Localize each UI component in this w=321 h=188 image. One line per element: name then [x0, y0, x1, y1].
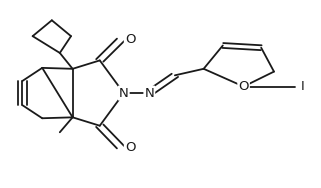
Text: O: O [125, 141, 135, 154]
Text: I: I [301, 80, 305, 93]
Text: O: O [125, 33, 135, 46]
Text: O: O [239, 80, 249, 93]
Text: N: N [144, 86, 154, 100]
Text: N: N [119, 86, 129, 100]
